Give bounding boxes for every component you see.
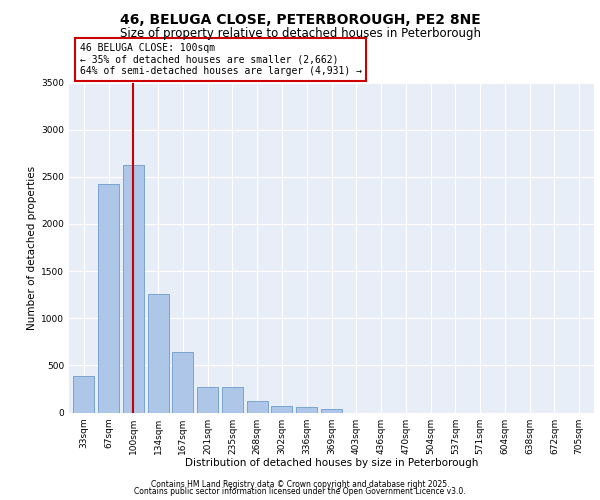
Bar	[148, 294, 169, 412]
Bar	[123, 166, 144, 412]
Bar	[271, 406, 292, 412]
Text: 46, BELUGA CLOSE, PETERBOROUGH, PE2 8NE: 46, BELUGA CLOSE, PETERBOROUGH, PE2 8NE	[119, 12, 481, 26]
Text: Size of property relative to detached houses in Peterborough: Size of property relative to detached ho…	[119, 28, 481, 40]
Text: Contains public sector information licensed under the Open Government Licence v3: Contains public sector information licen…	[134, 487, 466, 496]
Y-axis label: Number of detached properties: Number of detached properties	[27, 166, 37, 330]
Bar	[172, 352, 193, 412]
Bar	[296, 408, 317, 412]
Text: 46 BELUGA CLOSE: 100sqm
← 35% of detached houses are smaller (2,662)
64% of semi: 46 BELUGA CLOSE: 100sqm ← 35% of detache…	[79, 42, 361, 76]
Bar	[98, 184, 119, 412]
Bar	[222, 387, 243, 412]
Bar	[321, 408, 342, 412]
Bar	[73, 376, 94, 412]
X-axis label: Distribution of detached houses by size in Peterborough: Distribution of detached houses by size …	[185, 458, 478, 468]
Bar	[197, 387, 218, 412]
Text: Contains HM Land Registry data © Crown copyright and database right 2025.: Contains HM Land Registry data © Crown c…	[151, 480, 449, 489]
Bar	[247, 401, 268, 412]
